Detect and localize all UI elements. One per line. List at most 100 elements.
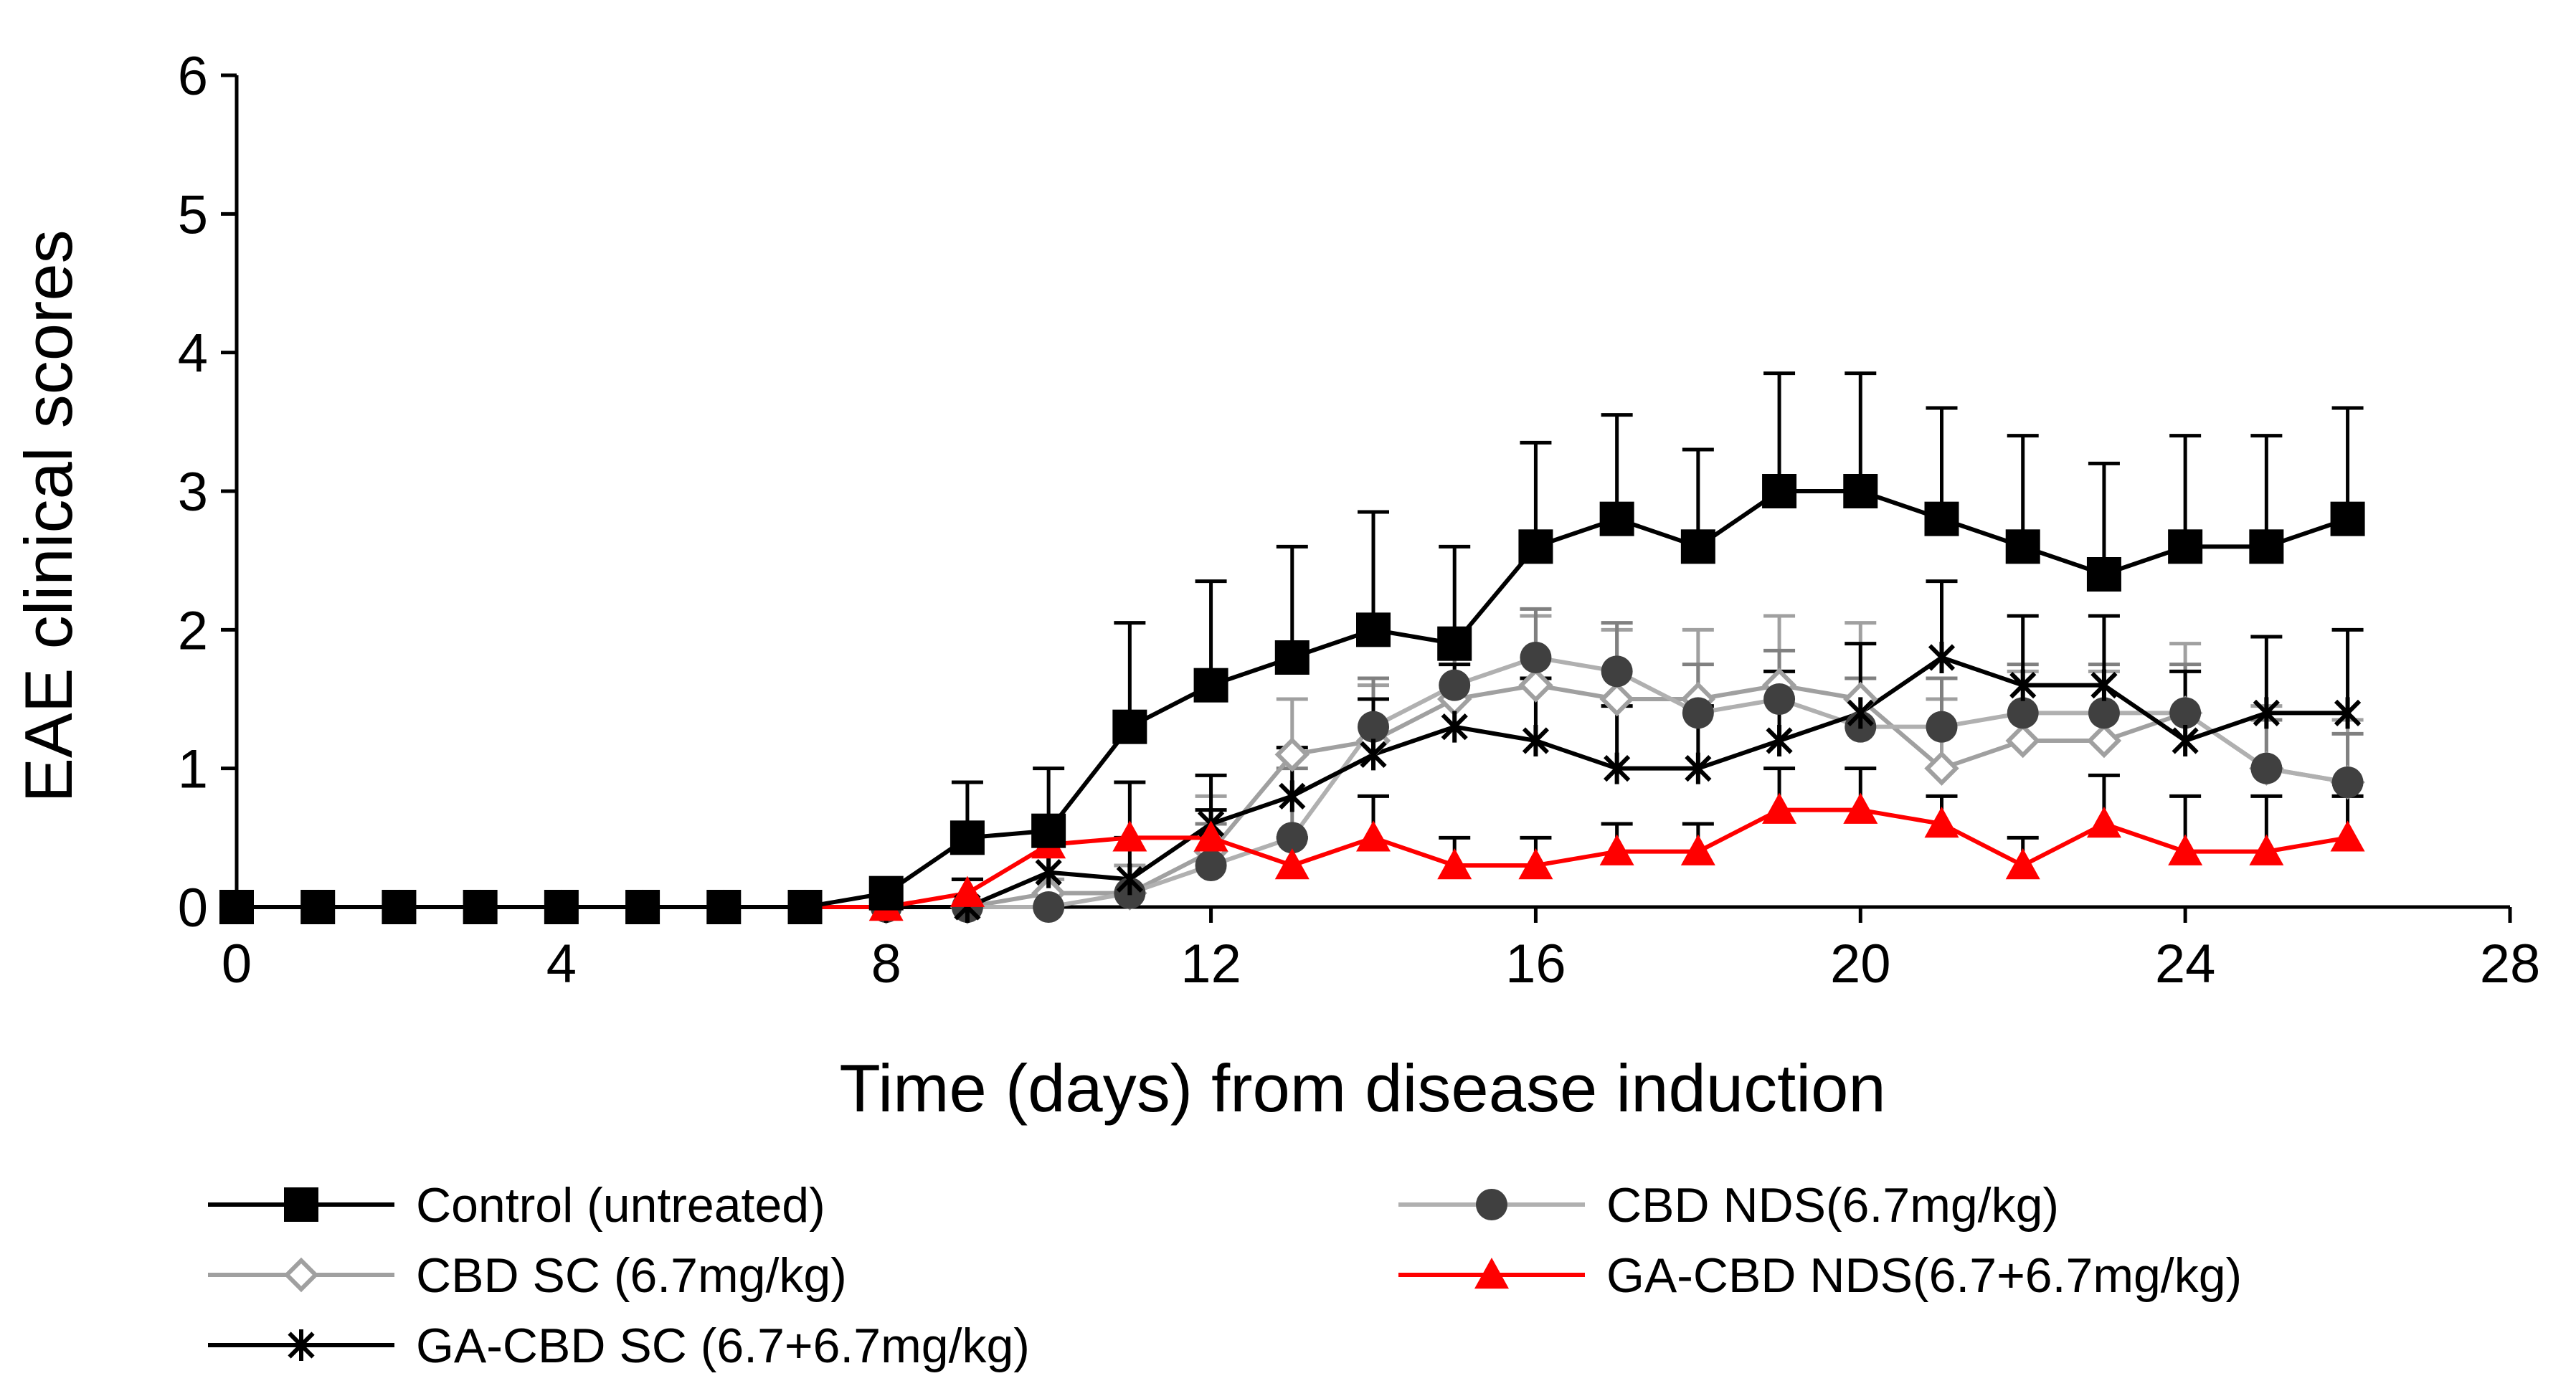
data-point-diamond-open bbox=[1274, 737, 1310, 772]
error-bars bbox=[951, 371, 2364, 907]
data-point-triangle bbox=[2330, 820, 2365, 852]
data-point-triangle bbox=[1356, 820, 1391, 852]
data-point-asterisk bbox=[1604, 752, 1631, 784]
legend-item: GA-CBD NDS(6.7+6.7mg/kg) bbox=[1398, 1248, 2242, 1303]
data-point-asterisk bbox=[1766, 725, 1793, 756]
data-point-triangle bbox=[950, 875, 985, 907]
data-point-circle bbox=[1601, 655, 1633, 688]
data-point-circle bbox=[1926, 711, 1958, 743]
data-point-square bbox=[382, 890, 417, 924]
y-tick-label: 0 bbox=[178, 878, 208, 939]
data-point-square bbox=[625, 890, 660, 924]
data-point-asterisk bbox=[1847, 697, 1874, 729]
legend-item: Control (untreated) bbox=[208, 1178, 825, 1233]
data-point-square bbox=[1762, 474, 1797, 508]
data-point-triangle bbox=[2005, 848, 2040, 880]
data-point-asterisk bbox=[2009, 669, 2037, 701]
x-tick-label: 16 bbox=[1505, 934, 1566, 995]
data-point-asterisk bbox=[1441, 711, 1468, 743]
data-point-asterisk bbox=[2172, 725, 2199, 756]
data-point-square bbox=[1437, 626, 1472, 661]
data-point-triangle bbox=[1193, 820, 1228, 852]
data-point-square bbox=[1680, 529, 1715, 564]
x-axis-title: Time (days) from disease induction bbox=[839, 1050, 1885, 1126]
data-point-triangle bbox=[1924, 807, 1959, 838]
data-point-triangle bbox=[1518, 848, 1553, 880]
data-point-square bbox=[1193, 668, 1228, 703]
data-point-triangle bbox=[1599, 834, 1634, 865]
data-point-diamond-open bbox=[1924, 751, 1959, 786]
data-point-circle bbox=[1195, 850, 1227, 881]
data-point-circle bbox=[1358, 711, 1389, 743]
data-point-square bbox=[1274, 640, 1310, 675]
data-point-triangle bbox=[1112, 820, 1147, 852]
x-tick-label: 8 bbox=[871, 934, 901, 995]
data-point-square bbox=[1356, 612, 1391, 647]
data-point-square bbox=[2086, 557, 2121, 592]
y-tick-label: 5 bbox=[178, 184, 208, 245]
data-point-asterisk bbox=[1116, 863, 1143, 896]
legend: Control (untreated) CBD SC (6.7mg/kg) GA-C… bbox=[208, 1178, 2242, 1373]
data-point-square bbox=[544, 890, 579, 924]
data-point-asterisk bbox=[2253, 697, 2280, 729]
data-point-circle bbox=[1276, 822, 1308, 854]
data-point-diamond-open bbox=[1518, 668, 1553, 703]
data-point-asterisk bbox=[1685, 752, 1712, 784]
data-point-circle bbox=[2331, 766, 2364, 798]
data-point-circle bbox=[1682, 697, 1714, 729]
legend-label: CBD NDS(6.7mg/kg) bbox=[1606, 1178, 2059, 1233]
data-point-square bbox=[787, 890, 823, 924]
data-point-square bbox=[1112, 709, 1147, 744]
x-tick-label: 0 bbox=[222, 934, 252, 995]
data-point-circle bbox=[1033, 891, 1065, 923]
data-point-square bbox=[2330, 501, 2365, 536]
data-point-triangle bbox=[2249, 834, 2284, 865]
data-point-asterisk bbox=[2334, 697, 2362, 729]
data-point-square bbox=[706, 890, 742, 924]
legend-marker bbox=[283, 1257, 319, 1293]
legend-marker bbox=[288, 1329, 315, 1361]
legend-label: Control (untreated) bbox=[416, 1178, 825, 1233]
data-point-square bbox=[868, 875, 904, 911]
y-tick-label: 3 bbox=[178, 462, 208, 523]
legend-item: CBD SC (6.7mg/kg) bbox=[208, 1248, 847, 1303]
x-tick-label: 20 bbox=[1830, 934, 1891, 995]
x-tick-label: 24 bbox=[2155, 934, 2216, 995]
x-tick-label: 12 bbox=[1180, 934, 1241, 995]
data-point-circle bbox=[1439, 669, 1471, 701]
data-point-triangle bbox=[2168, 834, 2203, 865]
data-point-asterisk bbox=[1360, 739, 1387, 771]
data-point-square bbox=[1518, 529, 1553, 564]
data-point-square bbox=[1843, 474, 1878, 508]
data-point-square bbox=[219, 890, 254, 924]
data-point-asterisk bbox=[1928, 642, 1956, 673]
data-point-square bbox=[950, 820, 985, 855]
data-point-square bbox=[2005, 529, 2040, 564]
data-point-triangle bbox=[1843, 792, 1878, 824]
y-tick-label: 4 bbox=[178, 323, 208, 384]
data-point-asterisk bbox=[1035, 856, 1062, 888]
data-point-square bbox=[1924, 501, 1959, 536]
data-point-triangle bbox=[1762, 792, 1797, 824]
data-point-triangle bbox=[1680, 834, 1715, 865]
data-point-square bbox=[300, 890, 336, 924]
data-point-circle bbox=[1520, 642, 1552, 673]
y-tick-label: 1 bbox=[178, 739, 208, 800]
data-point-circle bbox=[2169, 697, 2202, 729]
data-point-asterisk bbox=[2090, 669, 2118, 701]
legend-label: GA-CBD SC (6.7+6.7mg/kg) bbox=[416, 1319, 1030, 1373]
data-point-asterisk bbox=[1522, 725, 1550, 756]
data-point-circle bbox=[2007, 697, 2039, 729]
data-point-square bbox=[2249, 529, 2284, 564]
data-point-square bbox=[1599, 501, 1634, 536]
data-point-square bbox=[1031, 813, 1066, 848]
x-tick-label: 28 bbox=[2480, 934, 2541, 995]
data-point-diamond-open bbox=[2005, 723, 2040, 759]
data-point-triangle bbox=[2086, 807, 2121, 838]
legend-marker bbox=[1476, 1189, 1507, 1220]
legend-marker bbox=[284, 1187, 318, 1222]
data-point-diamond-open bbox=[2086, 723, 2122, 759]
legend-item: GA-CBD SC (6.7+6.7mg/kg) bbox=[208, 1319, 1030, 1373]
